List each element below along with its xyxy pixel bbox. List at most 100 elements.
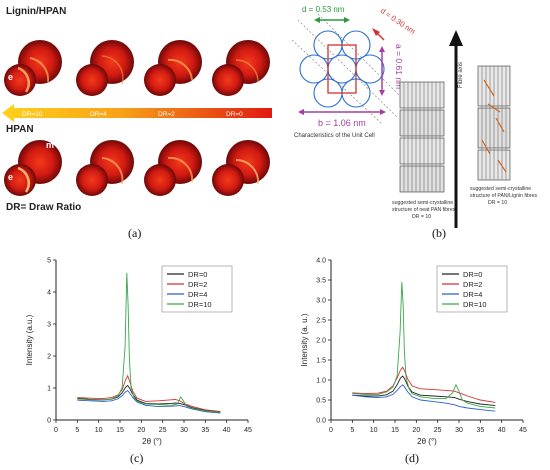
x-tick-label: 0	[54, 427, 58, 434]
cell-caption: Characteristics of the Unit Cell	[294, 133, 375, 139]
panel-c-label: (c)	[130, 451, 144, 465]
legend-entry: DR=4	[188, 290, 207, 299]
series-line-DR=4	[77, 390, 221, 414]
dr-label-3: DR=0	[226, 111, 243, 118]
legend-entry: DR=0	[463, 270, 482, 279]
series-line-DR=10	[77, 272, 221, 413]
row-bottom-label: HPAN	[6, 124, 34, 135]
x-tick-label: 15	[391, 427, 399, 434]
legend-entry: DR=2	[188, 280, 207, 289]
draw-ratio-arrow	[2, 104, 272, 122]
y-tick-label: 3.0	[316, 298, 326, 305]
y-tick-label: 3.5	[316, 278, 326, 285]
legend-entry: DR=4	[463, 290, 482, 299]
dr-label-2: DR=2	[158, 111, 175, 118]
pattern-bottom-dr0	[212, 140, 270, 196]
y-tick-label: 2	[47, 354, 51, 361]
y-tick-label: 1.0	[316, 378, 326, 385]
y-tick-label: 2.0	[316, 338, 326, 345]
pattern-bottom-dr10	[4, 140, 62, 196]
legend-entry: DR=10	[463, 300, 487, 309]
x-tick-label: 25	[159, 427, 167, 434]
e-label-bottom: e	[8, 172, 13, 182]
y-tick-label: 3	[47, 322, 51, 329]
legend-entry: DR=0	[188, 270, 207, 279]
y-tick-label: 1	[47, 386, 51, 393]
fibre-axis-label: Fibre axis	[458, 62, 464, 88]
lattice-lines	[291, 13, 407, 125]
x-tick-label: 40	[498, 427, 506, 434]
m-label-bottom: m	[46, 140, 54, 150]
b-label: b = 1.06 nm	[318, 118, 366, 128]
caption-left-0: suggested semi-crystalline	[392, 200, 453, 206]
dr-label-1: DR=4	[90, 111, 107, 118]
row-top-label: Lignin/HPAN	[6, 6, 66, 17]
panel-c: 0 5 10 15 20 25 30 35 40 45 0 1 2 3 4 5 2θ (°) Intensity …	[0, 242, 275, 447]
panel-d: 0 5 10 15 20 25 30 35 40 45 0.0 0.5 1.0 1.5 2.0 2.5 3.0 3…	[275, 242, 550, 447]
pattern-top-dr4	[76, 40, 134, 96]
series-line-DR=2	[77, 374, 221, 412]
y-tick-label: 5	[47, 258, 51, 265]
caption-right-0: suggested semi-crystalline	[470, 186, 531, 192]
pattern-bottom-dr4	[76, 140, 134, 196]
y-tick-label: 1.5	[316, 358, 326, 365]
x-tick-label: 30	[180, 427, 188, 434]
a-label: a = 0.61 nm	[394, 44, 404, 89]
pattern-top-dr0	[212, 40, 270, 96]
y-tick-label: 0.0	[316, 418, 326, 425]
caption-right-1: structure of PAN/Lignin fibres	[470, 193, 537, 199]
legend-entry: DR=10	[188, 300, 212, 309]
waxs-patterns-figure: Lignin/HPAN m e DR=10 D	[2, 6, 272, 213]
legend-entry: DR=2	[463, 280, 482, 289]
pattern-bottom-dr2	[144, 140, 202, 196]
caption-left-1: structure of neat PAN fibres	[392, 207, 456, 213]
panel-b: d = 0.53 nm d = 0.30 nm a = 0.61 nm b = …	[288, 0, 550, 238]
y-tick-label: 0	[47, 418, 51, 425]
x-tick-label: 20	[137, 427, 145, 434]
x-tick-label: 0	[329, 427, 333, 434]
series-line-DR=4	[352, 384, 496, 412]
x-axis-label: 2θ (°)	[417, 437, 437, 446]
series-line-DR=2	[352, 366, 496, 403]
pattern-top-dr10	[4, 40, 62, 96]
y-tick-label: 0.5	[316, 398, 326, 405]
d-green-label: d = 0.53 nm	[302, 5, 345, 14]
caption-right-2: DR = 10	[488, 200, 507, 206]
x-tick-label: 30	[455, 427, 463, 434]
series-line-DR=0	[352, 375, 496, 407]
x-tick-label: 35	[201, 427, 209, 434]
y-axis-label: Intensity (a.u.)	[25, 314, 34, 365]
panel-a: Lignin/HPAN m e DR=10 D	[0, 0, 285, 225]
unit-cell-circles	[299, 30, 385, 108]
x-tick-label: 5	[75, 427, 79, 434]
panel-a-label: (a)	[128, 226, 142, 240]
x-tick-label: 15	[116, 427, 124, 434]
unit-cell-rect	[327, 44, 357, 94]
unit-cell-figure: d = 0.53 nm d = 0.30 nm a = 0.61 nm b = …	[291, 5, 537, 228]
y-tick-label: 4	[47, 290, 51, 297]
caption-left-2: DR = 10	[412, 214, 431, 220]
x-axis-label: 2θ (°)	[142, 437, 162, 446]
x-tick-label: 35	[476, 427, 484, 434]
x-tick-label: 45	[244, 427, 252, 434]
chart-d: 0 5 10 15 20 25 30 35 40 45 0.0 0.5 1.0 1.5 2.0 2.5 3.0 3…	[300, 258, 527, 447]
m-label-top: m	[36, 30, 44, 40]
x-tick-label: 10	[95, 427, 103, 434]
d-red-label: d = 0.30 nm	[379, 6, 417, 36]
y-tick-label: 4.0	[316, 258, 326, 265]
x-tick-label: 40	[223, 427, 231, 434]
x-tick-label: 25	[434, 427, 442, 434]
footer-label: DR= Draw Ratio	[6, 202, 81, 213]
x-tick-label: 20	[412, 427, 420, 434]
x-tick-label: 10	[370, 427, 378, 434]
panel-d-label: (d)	[405, 451, 419, 465]
x-tick-label: 45	[519, 427, 527, 434]
y-tick-label: 2.5	[316, 318, 326, 325]
neat-pan-structure	[399, 81, 445, 193]
pan-lignin-structure	[477, 65, 511, 181]
dr-label-0: DR=10	[22, 111, 43, 118]
pattern-top-dr2	[144, 40, 202, 96]
series-line-DR=10	[352, 281, 496, 409]
y-axis-label: Intensity (a. u.)	[300, 313, 309, 366]
